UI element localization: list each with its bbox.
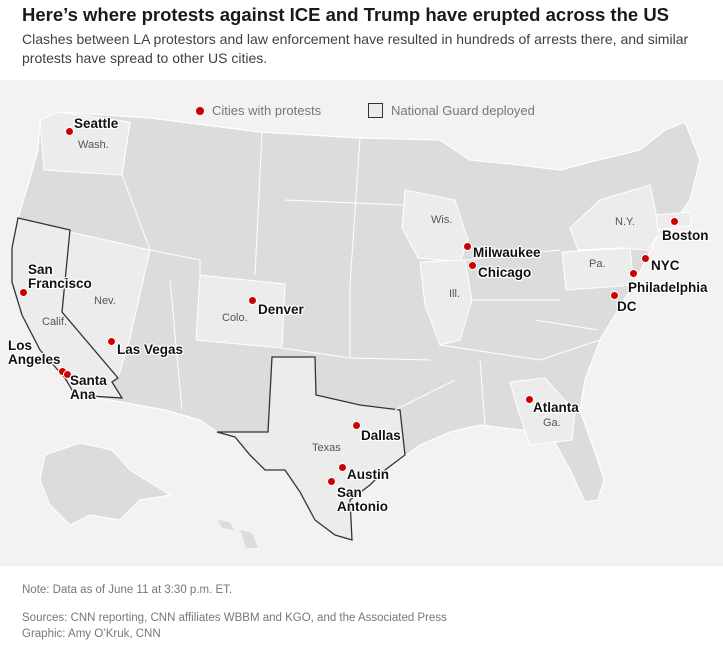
city-label-atlanta: Atlanta <box>533 400 579 415</box>
new-york-state <box>569 184 661 251</box>
graphic-credit: Graphic: Amy O’Kruk, CNN <box>22 628 161 640</box>
city-label-san-francisco: San Francisco <box>28 262 92 291</box>
state-label-wis: Wis. <box>431 214 453 226</box>
city-dot-dallas <box>352 421 361 430</box>
state-label-ill: Ill. <box>449 288 460 300</box>
us-map <box>11 111 701 548</box>
california-guard-state <box>11 217 124 399</box>
city-label-chicago: Chicago <box>478 265 532 280</box>
alaska <box>39 442 172 526</box>
city-dot-las-vegas <box>107 337 116 346</box>
city-label-denver: Denver <box>258 302 304 317</box>
city-dot-seattle <box>65 127 74 136</box>
city-dot-san-francisco <box>19 288 28 297</box>
city-label-san-antonio: San Antonio <box>337 485 388 514</box>
city-dot-chicago <box>468 261 477 270</box>
state-label-texas: Texas <box>312 442 341 454</box>
state-label-nev: Nev. <box>94 295 116 307</box>
sources-credit: Sources: CNN reporting, CNN affiliates W… <box>22 612 447 624</box>
city-label-las-vegas: Las Vegas <box>117 342 184 357</box>
map-panel: Cities with protests National Guard depl… <box>0 80 723 566</box>
city-label-seattle: Seattle <box>74 116 119 131</box>
georgia-state <box>509 377 576 446</box>
city-label-philadelphia: Philadelphia <box>628 280 708 295</box>
protest-dot-icon <box>196 106 204 115</box>
city-label-nyc: NYC <box>651 258 680 273</box>
national-guard-swatch-icon <box>368 103 383 118</box>
city-dot-austin <box>338 463 347 472</box>
legend-guard-label: National Guard deployed <box>391 103 535 118</box>
city-dot-milwaukee <box>463 242 472 251</box>
city-dot-dc <box>610 291 619 300</box>
city-dot-boston <box>670 217 679 226</box>
state-label-calif: Calif. <box>42 316 68 328</box>
legend-protests: Cities with protests <box>196 103 321 118</box>
hawaii <box>218 520 258 548</box>
city-dot-philadelphia <box>629 269 638 278</box>
city-dot-nyc <box>641 254 650 263</box>
city-label-los-angeles: Los Angeles <box>8 338 61 367</box>
state-borders <box>121 121 601 426</box>
city-dot-san-antonio <box>327 477 336 486</box>
city-label-dallas: Dallas <box>361 428 401 443</box>
city-label-santa-ana: Santa Ana <box>70 373 107 402</box>
page-title: Here’s where protests against ICE and Tr… <box>22 4 670 25</box>
legend-protests-label: Cities with protests <box>212 103 322 118</box>
data-note: Note: Data as of June 11 at 3:30 p.m. ET… <box>22 584 233 596</box>
city-label-boston: Boston <box>662 228 709 243</box>
city-label-dc: DC <box>617 299 637 314</box>
us-landmass <box>11 111 701 541</box>
page-subtitle: Clashes between LA protestors and law en… <box>22 31 689 66</box>
pennsylvania-state <box>561 247 635 291</box>
city-dot-denver <box>248 296 257 305</box>
state-label-wash: Wash. <box>78 139 109 151</box>
state-label-ga: Ga. <box>543 417 561 429</box>
state-label-colo: Colo. <box>222 312 248 324</box>
city-label-milwaukee: Milwaukee <box>473 245 541 260</box>
city-label-austin: Austin <box>347 467 389 482</box>
texas-guard-state <box>216 356 406 541</box>
city-dot-santa-ana <box>63 370 72 379</box>
state-label-pa: Pa. <box>589 258 606 270</box>
state-label-ny: N.Y. <box>615 216 635 228</box>
city-dot-atlanta <box>525 395 534 404</box>
legend-national-guard: National Guard deployed <box>368 103 535 118</box>
